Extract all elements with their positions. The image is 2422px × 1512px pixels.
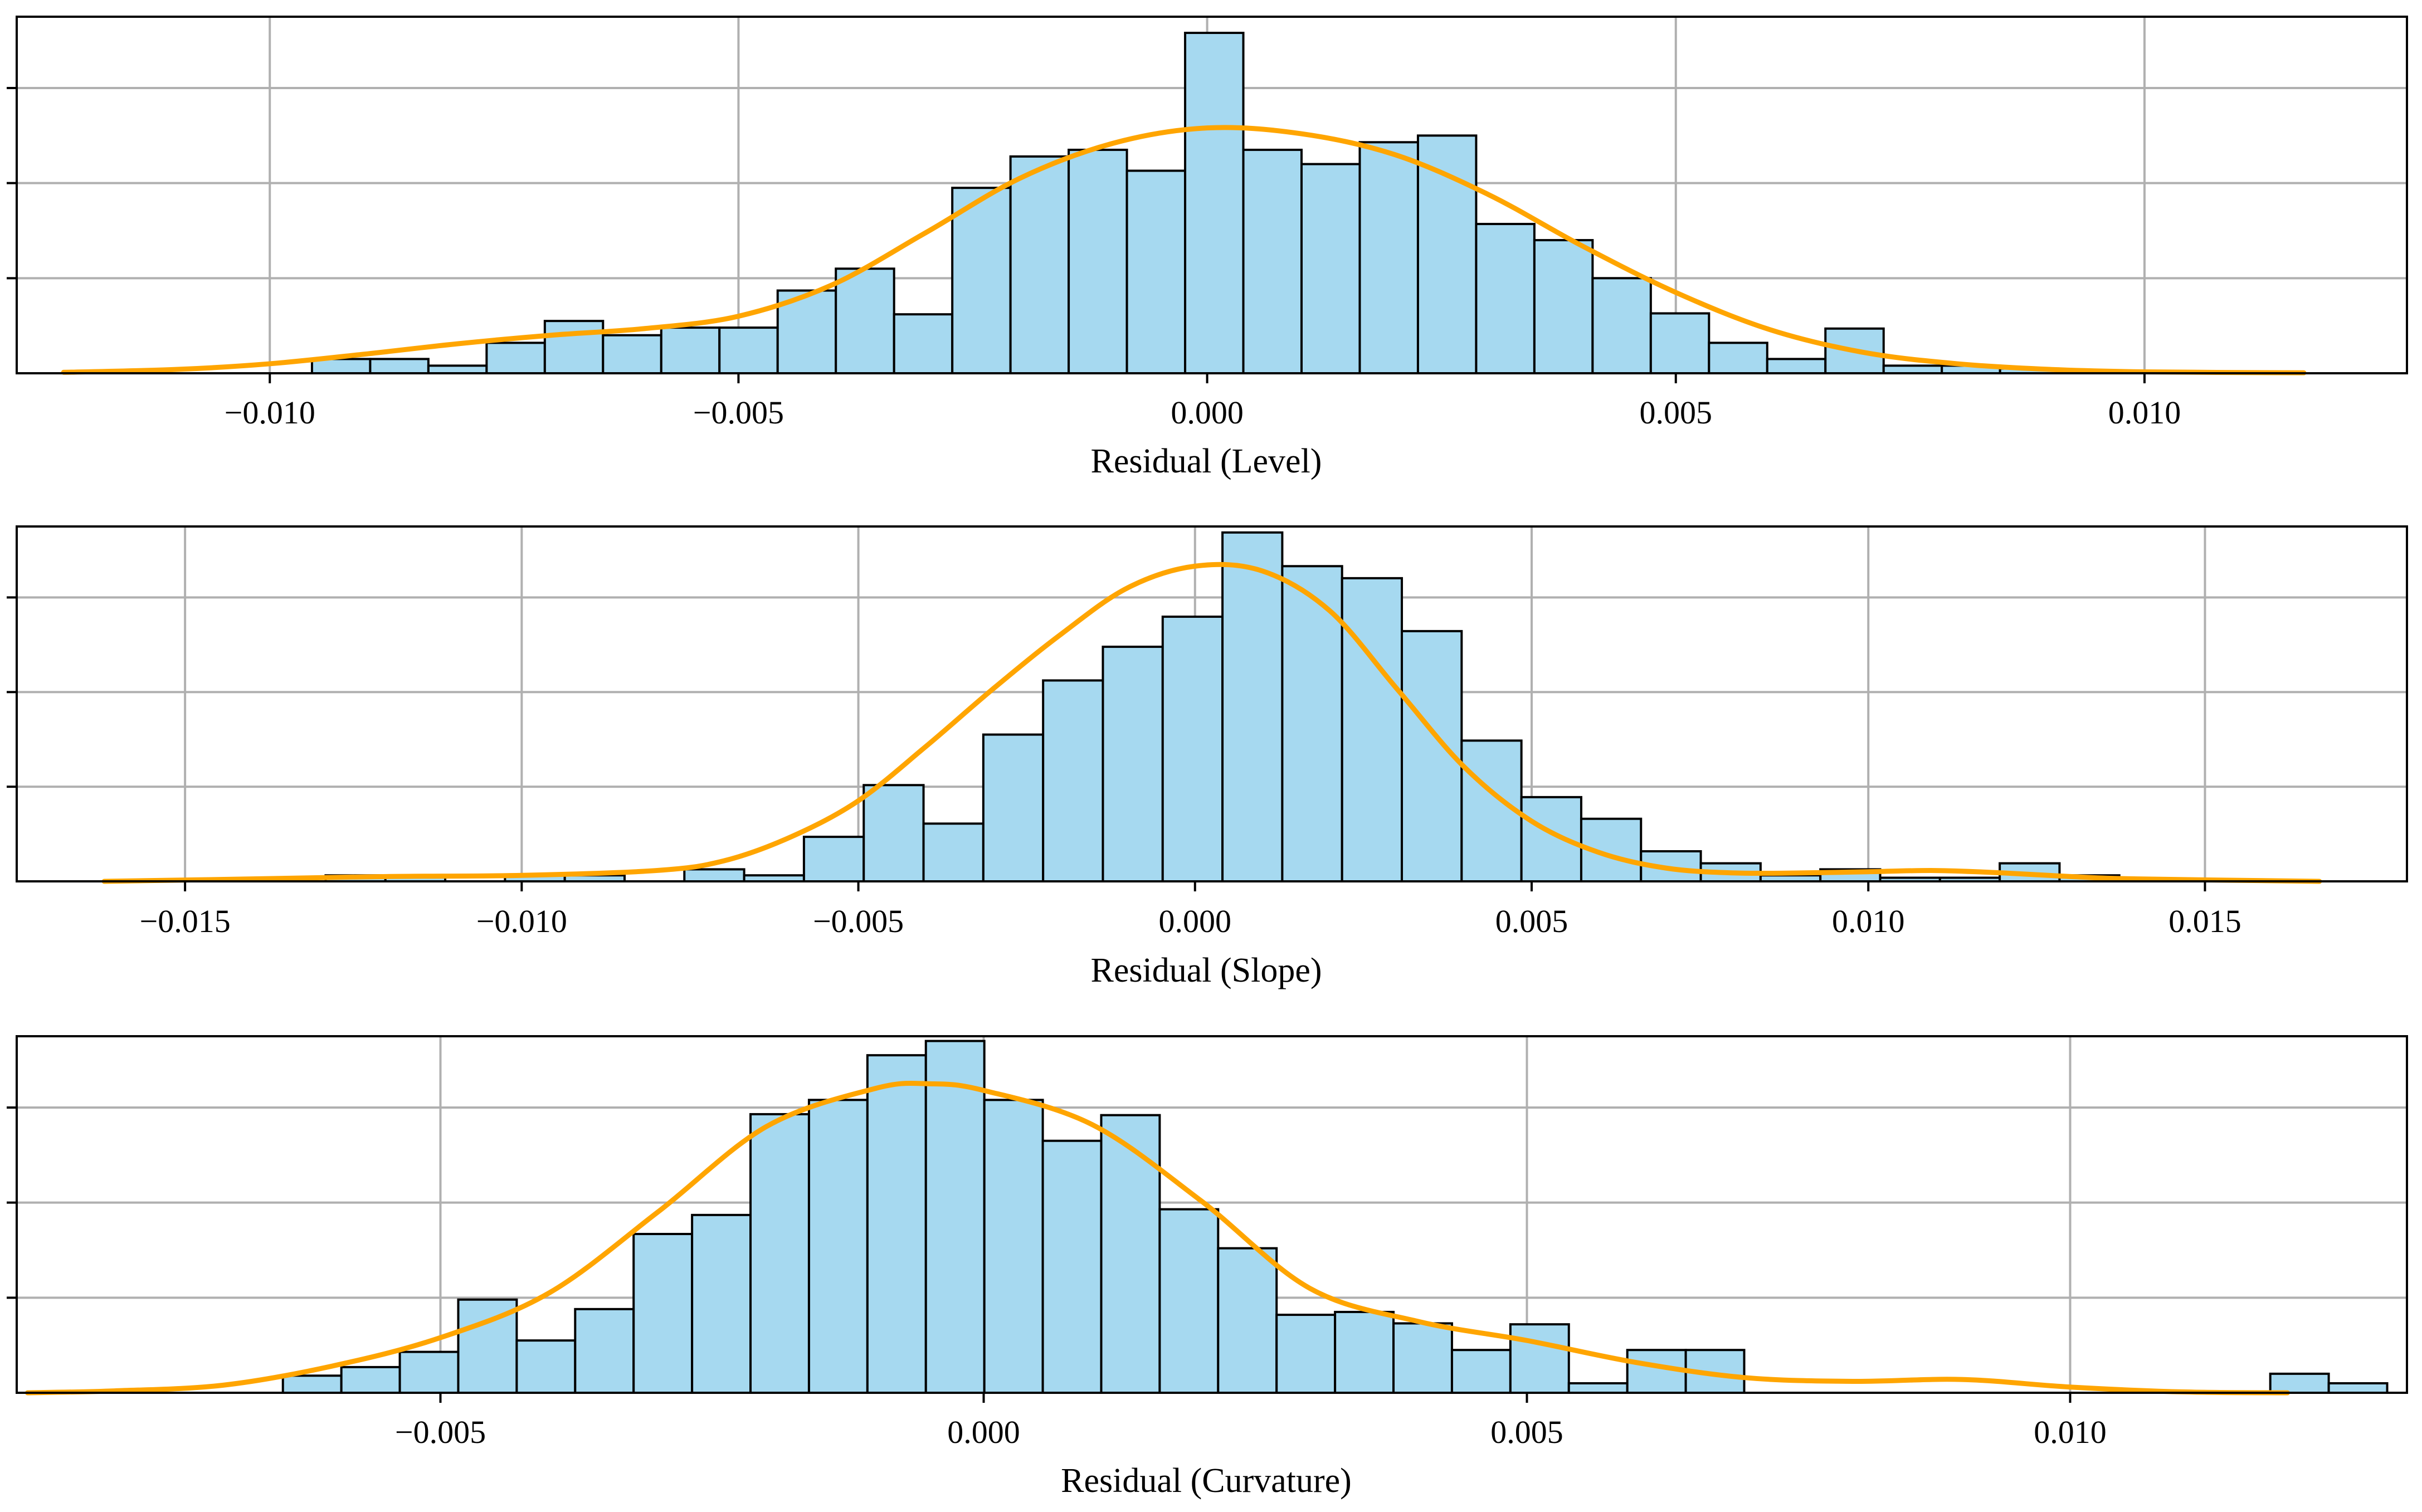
histogram-bar [983, 1099, 1044, 1394]
x-tick-label: 0.010 [1832, 903, 1905, 939]
histogram-bar [1009, 155, 1070, 374]
histogram-bar [1533, 239, 1594, 375]
histogram-bar [1217, 1247, 1278, 1394]
x-axis-label: Residual (Slope) [1091, 952, 1322, 989]
x-tick-label: 0.005 [1495, 903, 1568, 939]
histogram-bar [1520, 796, 1582, 882]
x-axis-label: Residual (Curvature) [1061, 1462, 1352, 1500]
x-tick-label: 0.015 [2168, 903, 2241, 939]
histogram-bar [802, 836, 865, 883]
histogram-bar [1708, 342, 1768, 374]
histogram-bar [982, 733, 1045, 883]
histogram-bar [1161, 615, 1224, 882]
x-tick-label: 0.000 [1171, 394, 1244, 431]
histogram-bar [1158, 1208, 1220, 1394]
histogram-bar [369, 358, 430, 375]
kde-line [61, 125, 2307, 375]
histogram-bar [1509, 1323, 1570, 1394]
histogram-bar [1281, 565, 1343, 882]
histogram-bar [1882, 364, 1943, 375]
histogram-bar [691, 1213, 752, 1394]
histogram-bars [310, 32, 2060, 375]
histogram-bar [1275, 1314, 1337, 1394]
x-tick-label: −0.005 [395, 1414, 486, 1450]
histogram-bar [1068, 148, 1128, 374]
histogram-bar [281, 1374, 343, 1394]
histogram-bars [281, 1040, 2389, 1394]
histogram-bar [835, 267, 895, 374]
histogram-bars [324, 531, 2121, 883]
x-tick-label: −0.005 [693, 394, 784, 431]
histogram-bar [1358, 141, 1419, 374]
histogram-bar [807, 1099, 869, 1394]
x-tick-label: −0.010 [225, 394, 315, 431]
histogram-bar [1300, 163, 1361, 374]
histogram-bar [1041, 1139, 1103, 1394]
histogram-bar [862, 784, 925, 883]
histogram-bar [1475, 223, 1536, 374]
histogram-bar [602, 334, 662, 375]
subplot-1: −0.010 −0.005 0.000 0.005 0.010 Residual (Lev… [7, 16, 2408, 480]
histogram-bar [718, 326, 779, 375]
histogram-bar [574, 1308, 635, 1394]
histogram-bar [1416, 134, 1478, 374]
histogram-bar [485, 342, 546, 374]
x-tick-label: 0.000 [1159, 903, 1232, 939]
histogram-bar [632, 1232, 694, 1394]
subplot-2: −0.015 −0.010 −0.005 0.000 0.005 0.010 0.015 Re… [7, 525, 2408, 989]
histogram-bar [1341, 577, 1404, 882]
histogram-bar [1334, 1310, 1395, 1394]
histogram-bar [340, 1365, 401, 1394]
x-tick-label: 0.010 [2034, 1414, 2107, 1450]
histogram-bar [427, 364, 488, 375]
histogram-bar [660, 326, 721, 375]
histogram-bar [1450, 1349, 1512, 1394]
histogram-bar [1100, 1114, 1161, 1394]
x-tick-label: 0.010 [2108, 394, 2181, 431]
histogram-bar [683, 868, 745, 882]
subplot-3: −0.005 0.000 0.005 0.010 Residual (Curvature… [7, 1035, 2408, 1500]
histogram-bar [1766, 358, 1827, 375]
histogram-bar [924, 1040, 986, 1394]
x-tick-label: −0.005 [813, 903, 904, 939]
histogram-bar [1102, 645, 1164, 883]
histogram-bar [2327, 1382, 2389, 1394]
histogram-bar [1042, 679, 1104, 882]
x-axis-label: Residual (Level) [1091, 442, 1322, 480]
histogram-bar [951, 187, 1012, 374]
histogram-bar [1649, 312, 1710, 374]
histogram-bar [922, 822, 985, 882]
histogram-bar [543, 320, 605, 375]
axes-frame [16, 16, 2408, 374]
histogram-bar [1242, 148, 1303, 374]
histogram-bar [893, 313, 954, 374]
histogram-bar [1567, 1382, 1629, 1394]
x-tick-label: 0.005 [1640, 394, 1713, 431]
axes-frame [16, 1035, 2408, 1394]
x-tick-label: −0.010 [476, 903, 567, 939]
histogram-bar [1392, 1322, 1453, 1394]
x-tick-label: 0.005 [1490, 1414, 1563, 1450]
x-tick-label: 0.000 [947, 1414, 1020, 1450]
histogram-bar [398, 1350, 460, 1394]
histogram-bar [749, 1113, 810, 1394]
histogram-bar [1591, 277, 1652, 375]
histogram-bar [866, 1054, 927, 1394]
kde-line [25, 1080, 2290, 1396]
histogram-bar [2269, 1372, 2330, 1394]
histogram-bar [515, 1339, 577, 1394]
histogram-bar [1221, 531, 1284, 882]
histogram-bar [1184, 32, 1245, 375]
x-tick-label: −0.015 [140, 903, 231, 939]
kde-line [101, 562, 2322, 884]
axes-frame [16, 525, 2408, 882]
histogram-bar [1125, 169, 1187, 374]
